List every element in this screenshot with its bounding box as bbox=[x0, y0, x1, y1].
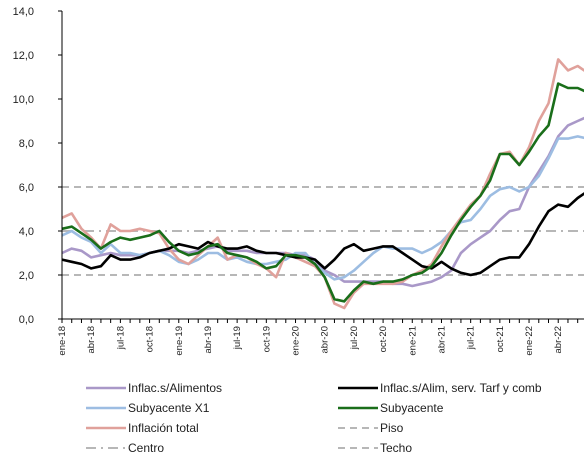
x-tick-label: jul-19 bbox=[232, 326, 243, 350]
y-tick-label: 6,0 bbox=[19, 182, 34, 194]
y-tick-label: 14,0 bbox=[13, 6, 34, 18]
x-tick-label: abr-18 bbox=[86, 326, 97, 353]
reference-lines bbox=[62, 186, 584, 276]
x-tick-label: jul-21 bbox=[466, 326, 477, 350]
x-tick-label: abr-21 bbox=[436, 326, 447, 353]
x-tick-label: oct-20 bbox=[378, 326, 389, 352]
legend-label: Inflac.s/Alimentos bbox=[128, 381, 222, 395]
chart-legend: Inflac.s/Alimentos Inflac.s/Alim, serv. T… bbox=[86, 381, 542, 455]
y-tick-label: 2,0 bbox=[19, 270, 34, 282]
x-tick-label: jul-18 bbox=[115, 326, 126, 350]
x-tick-label: abr-19 bbox=[203, 326, 214, 353]
y-tick-label: 12,0 bbox=[13, 50, 34, 62]
legend-item-centro: Centro bbox=[86, 441, 164, 455]
legend-item-subyacente-x1: Subyacente X1 bbox=[86, 401, 210, 415]
legend-item-inflac-s-alimentos: Inflac.s/Alimentos bbox=[86, 381, 222, 395]
x-tick-label: ene-21 bbox=[407, 326, 418, 356]
axes bbox=[61, 11, 584, 320]
legend-label: Techo bbox=[380, 441, 412, 455]
y-tick-label: 10,0 bbox=[13, 94, 34, 106]
y-tick-label: 0,0 bbox=[19, 314, 34, 326]
legend-item-subyacente: Subyacente bbox=[338, 401, 444, 415]
legend-label: Centro bbox=[128, 441, 164, 455]
y-tick-label: 4,0 bbox=[19, 226, 34, 238]
legend-label: Subyacente X1 bbox=[128, 401, 210, 415]
legend-label: Inflación total bbox=[128, 421, 199, 435]
legend-item-techo: Techo bbox=[338, 441, 412, 455]
series-line-inflac-s-alimentos bbox=[61, 116, 584, 288]
legend-label: Inflac.s/Alim, serv. Tarf y comb bbox=[380, 381, 542, 395]
legend-item-piso: Piso bbox=[338, 421, 404, 435]
series-lines bbox=[61, 58, 584, 310]
x-tick-label: jul-20 bbox=[349, 326, 360, 350]
x-tick-label: oct-21 bbox=[495, 326, 506, 352]
y-axis-ticks: 0,0 2,0 4,0 6,0 8,0 10,0 12,0 14,0 bbox=[13, 6, 62, 326]
series-line-inflac-s-alim-serv-tarf-y-comb bbox=[61, 192, 584, 277]
legend-label: Piso bbox=[380, 421, 404, 435]
x-tick-label: ene-19 bbox=[174, 326, 185, 356]
x-tick-label: ene-20 bbox=[291, 326, 302, 356]
legend-label: Subyacente bbox=[380, 401, 444, 415]
x-tick-label: oct-19 bbox=[261, 326, 272, 352]
x-tick-label: oct-18 bbox=[145, 326, 156, 352]
x-tick-label: abr-20 bbox=[320, 326, 331, 353]
x-axis-ticks: ene-18 abr-18 jul-18 oct-18 ene-19 abr-19 jul-… bbox=[57, 319, 579, 356]
x-tick-label: abr-22 bbox=[553, 326, 564, 353]
series-line-subyacente bbox=[61, 82, 584, 303]
y-tick-label: 8,0 bbox=[19, 138, 34, 150]
legend-item-inflacion-total: Inflación total bbox=[86, 421, 199, 435]
x-tick-label: ene-18 bbox=[57, 326, 68, 356]
x-tick-label: ene-22 bbox=[524, 326, 535, 356]
legend-item-inflac-s-alim-serv-tarf-y-comb: Inflac.s/Alim, serv. Tarf y comb bbox=[338, 381, 542, 395]
